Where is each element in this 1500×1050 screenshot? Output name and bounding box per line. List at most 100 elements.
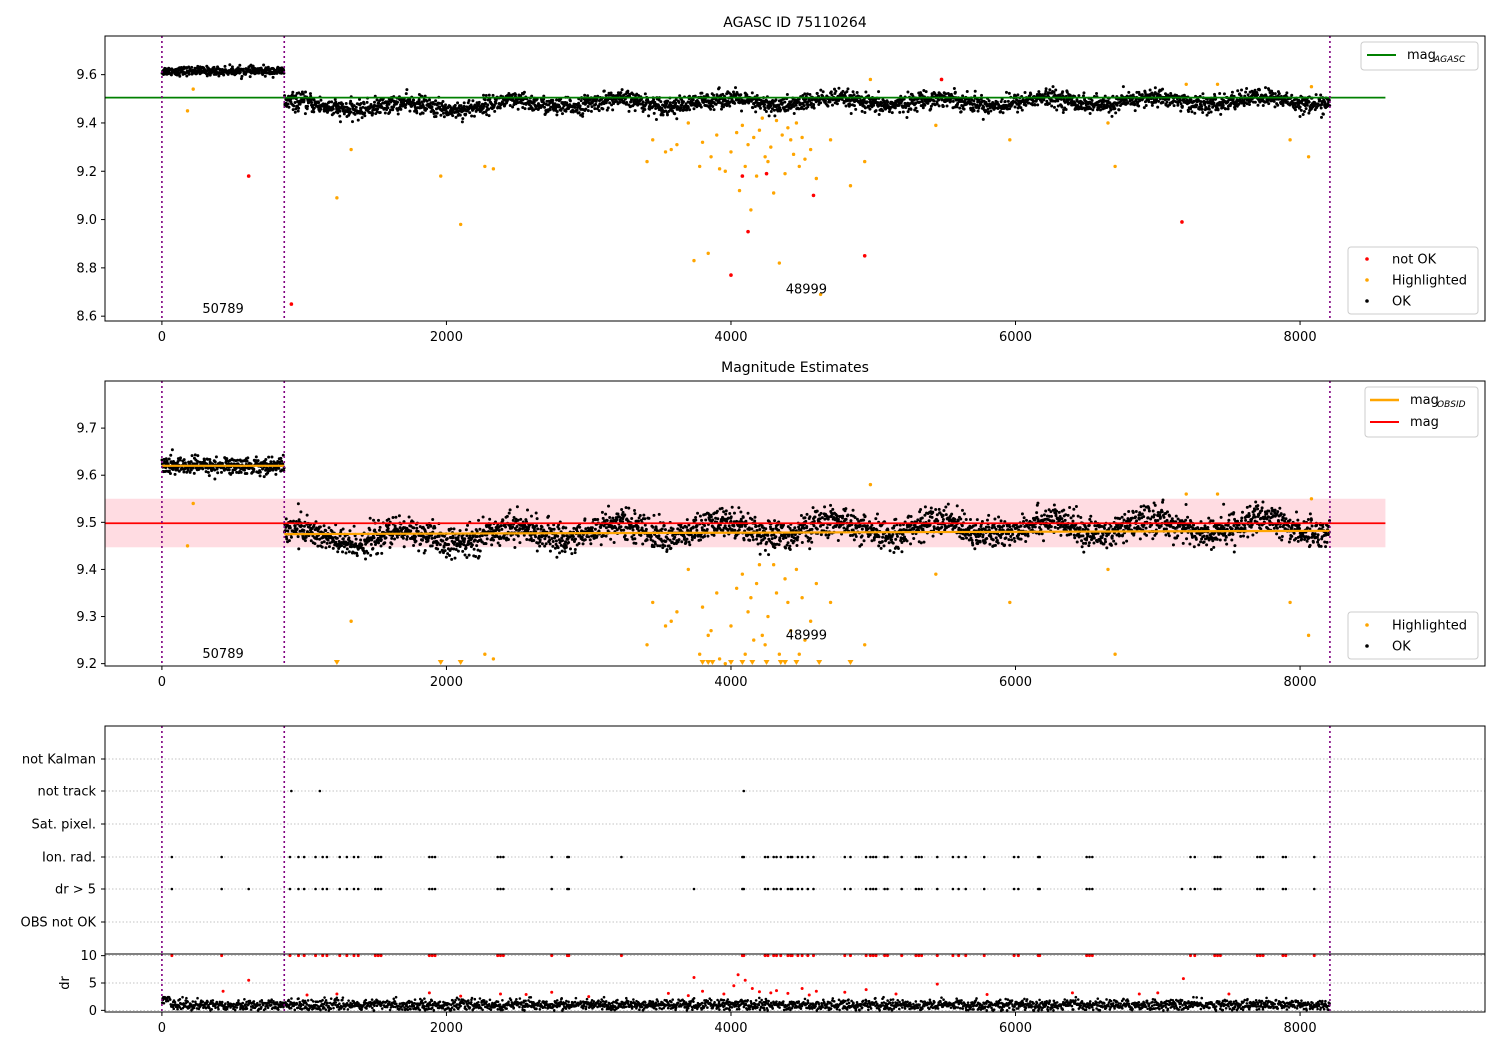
- ok-point: [355, 554, 359, 558]
- ok-point: [1061, 110, 1065, 114]
- ok-point: [1090, 99, 1094, 103]
- ok-point: [442, 111, 446, 115]
- ok-point: [453, 556, 457, 560]
- highlighted-point: [675, 142, 679, 147]
- ok-point: [555, 555, 559, 559]
- ok-point: [372, 518, 376, 522]
- highlighted-point: [774, 118, 779, 123]
- ok-point: [508, 508, 512, 512]
- ok-point: [434, 99, 438, 103]
- ok-point: [596, 517, 600, 521]
- ok-point: [383, 541, 387, 545]
- ok-point: [354, 537, 358, 541]
- ok-point: [308, 92, 312, 96]
- ok-point: [492, 103, 496, 107]
- ok-point: [388, 108, 392, 112]
- ok-point: [1273, 92, 1277, 96]
- ok-point: [976, 109, 980, 113]
- ok-point: [1137, 104, 1141, 108]
- ok-point: [453, 103, 457, 107]
- ok-point: [425, 107, 429, 111]
- ok-point: [854, 107, 858, 111]
- ok-point: [1029, 92, 1033, 96]
- ok-point: [325, 541, 329, 545]
- ok-point: [426, 526, 430, 530]
- ok-point: [627, 109, 631, 113]
- ok-point: [1226, 107, 1230, 111]
- ok-point: [1091, 108, 1095, 112]
- highlighted-point: [783, 171, 787, 176]
- highlighted-point: [757, 128, 762, 132]
- ok-point: [1190, 110, 1194, 114]
- ok-point: [563, 550, 567, 554]
- not-ok-point: [1180, 220, 1184, 224]
- ok-point: [863, 110, 867, 114]
- ok-point: [508, 103, 512, 107]
- x-tick-label: 8000: [1284, 330, 1317, 345]
- ok-point: [692, 107, 696, 111]
- ok-point: [267, 455, 271, 459]
- ok-point: [604, 512, 608, 516]
- ok-point: [443, 534, 447, 538]
- ok-point: [285, 537, 289, 541]
- ok-point: [256, 459, 260, 463]
- ok-point: [830, 93, 834, 97]
- ok-point: [864, 90, 868, 94]
- ok-point: [1301, 112, 1305, 116]
- ok-point: [487, 93, 491, 97]
- ok-point: [865, 100, 869, 104]
- highlighted-point: [717, 167, 722, 171]
- ok-point: [405, 537, 409, 541]
- ok-point: [294, 107, 298, 111]
- ok-point: [360, 116, 364, 120]
- ok-point: [949, 99, 953, 103]
- ok-point: [552, 527, 556, 531]
- ok-point: [341, 102, 345, 106]
- ok-point: [405, 88, 409, 92]
- ok-point: [567, 540, 571, 544]
- ok-point: [348, 107, 352, 111]
- ok-point: [829, 90, 833, 94]
- ok-point: [252, 467, 256, 471]
- ok-point: [586, 109, 590, 113]
- ok-point: [665, 113, 669, 117]
- ok-point: [193, 66, 197, 70]
- ok-point: [1172, 104, 1176, 108]
- ok-point: [516, 107, 520, 111]
- ok-point: [823, 99, 827, 103]
- ok-point: [477, 554, 481, 558]
- ok-point: [923, 103, 927, 107]
- ok-point: [562, 534, 566, 538]
- highlighted-point: [763, 155, 767, 159]
- ok-point: [611, 108, 615, 112]
- ok-point: [568, 99, 572, 103]
- ok-point: [1056, 99, 1060, 103]
- ok-point: [558, 551, 562, 555]
- ok-point: [190, 65, 194, 69]
- ok-point: [497, 528, 501, 532]
- ok-point: [378, 99, 382, 103]
- ok-point: [496, 541, 500, 545]
- ok-point: [302, 99, 306, 103]
- ok-point: [335, 536, 339, 540]
- ok-point: [1298, 105, 1302, 109]
- x-tick-label: 0: [158, 330, 166, 345]
- ok-point: [691, 98, 695, 102]
- ok-point: [987, 99, 991, 103]
- ok-point: [852, 93, 856, 97]
- ok-point: [734, 86, 738, 90]
- ok-point: [633, 508, 637, 512]
- ok-point: [1244, 90, 1248, 94]
- ok-point: [230, 65, 234, 69]
- ok-point: [638, 514, 642, 518]
- ok-point: [845, 90, 849, 94]
- ok-point: [303, 90, 307, 94]
- ok-point: [550, 537, 554, 541]
- ok-point: [999, 100, 1003, 104]
- ok-point: [300, 524, 304, 528]
- ok-point: [222, 73, 226, 77]
- ok-point: [296, 109, 300, 113]
- ok-point: [498, 544, 502, 548]
- ok-point: [589, 542, 593, 546]
- ok-point: [376, 551, 380, 555]
